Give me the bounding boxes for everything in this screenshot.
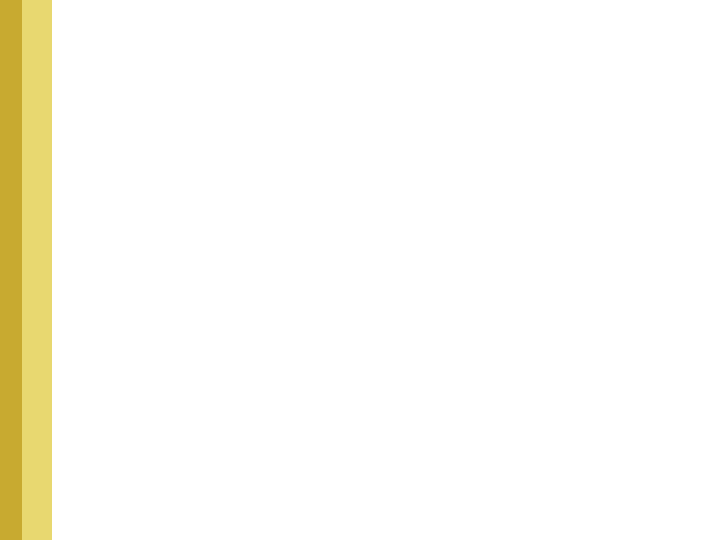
- Text: Observation: Observation: [135, 482, 207, 495]
- Text: Surgical Exploration: Surgical Exploration: [471, 156, 590, 168]
- Text: Zones I, II, III - Head CT?: Zones I, II, III - Head CT?: [306, 231, 449, 244]
- Text: Physical Exam
AP Chest x-ray
AP/lateral soft tissue neck x-ray: Physical Exam AP Chest x-ray AP/lateral …: [199, 136, 387, 179]
- Text: Suspicion of
Aerodigestive
Injury: Suspicion of Aerodigestive Injury: [131, 363, 222, 406]
- Ellipse shape: [627, 219, 639, 235]
- Text: Rathlev NK, Mendozen R, Bracken ME.
Evaluation and Management of Neck
Traum. Eme: Rathlev NK, Mendozen R, Bracken ME. Eval…: [506, 483, 679, 523]
- Text: Injury: Injury: [379, 448, 418, 461]
- Text: Diagnostic Algorithm for Penetrating Neck Trauma: Diagnostic Algorithm for Penetrating Nec…: [48, 8, 720, 31]
- Text: Surgical Exploration: Surgical Exploration: [533, 395, 652, 408]
- Text: Surgical Exploration: Surgical Exploration: [333, 482, 451, 495]
- Text: Penetrating neck trauma: Penetrating neck trauma: [282, 45, 437, 58]
- Text: Stable: Stable: [205, 90, 256, 104]
- Ellipse shape: [544, 274, 656, 309]
- Text: MDCTA/Conventional Angiography: MDCTA/Conventional Angiography: [296, 318, 510, 330]
- Text: -Hemorrhagic Shock
-Evolving Stroke
-Expanding Hematoma
-Unstable Airway: -Hemorrhagic Shock -Evolving Stroke -Exp…: [559, 89, 688, 133]
- Text: No Injury: No Injury: [122, 448, 183, 461]
- Text: Observation
(Maybe): Observation (Maybe): [150, 232, 223, 260]
- Text: Zone 3: Zone 3: [585, 235, 608, 241]
- Ellipse shape: [565, 185, 638, 249]
- Text: Abnormal: Abnormal: [310, 190, 382, 203]
- Bar: [581, 227, 619, 279]
- Text: Vascular Injury: Vascular Injury: [520, 363, 618, 376]
- Ellipse shape: [552, 177, 631, 219]
- Text: Zone 2: Zone 2: [585, 256, 608, 262]
- Text: II: II: [678, 238, 685, 248]
- Text: Esophagoscopy/Esophagram
Laryngoscopy/Bronchoscopy: Esophagoscopy/Esophagram Laryngoscopy/Br…: [211, 400, 381, 428]
- Text: III: III: [675, 212, 688, 222]
- Text: Unstable: Unstable: [465, 90, 535, 104]
- Text: Zone 1: Zone 1: [585, 273, 608, 278]
- Text: I: I: [679, 264, 683, 274]
- Text: Normal: Normal: [153, 190, 207, 203]
